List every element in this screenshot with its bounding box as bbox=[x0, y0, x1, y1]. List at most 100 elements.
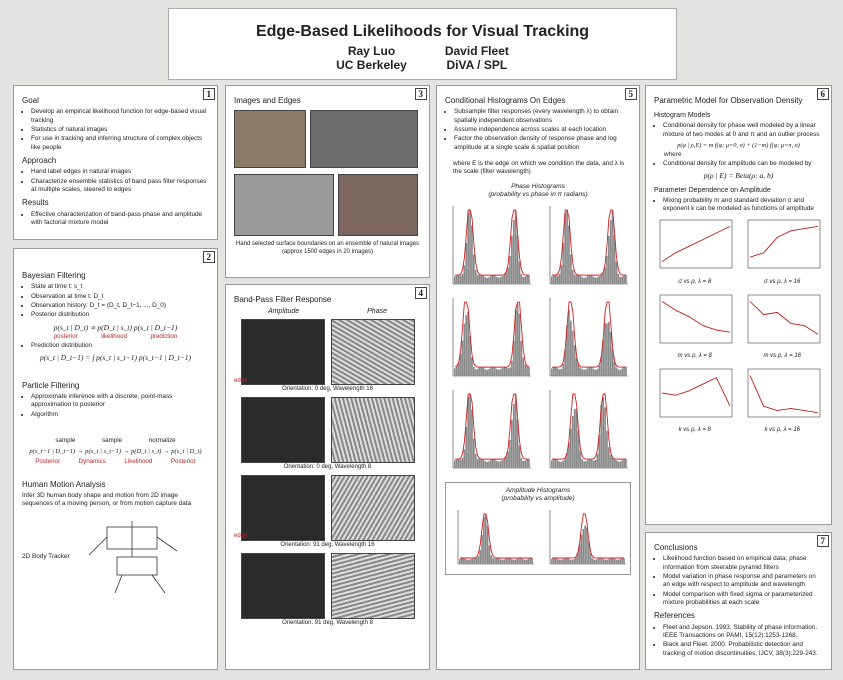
bullets: Subsample filter responses (every wavele… bbox=[445, 108, 631, 152]
image-pair: edge bbox=[234, 475, 421, 541]
affiliation: DiVA / SPL bbox=[445, 58, 509, 72]
histogram-bar bbox=[599, 558, 601, 564]
histogram-bar bbox=[484, 461, 486, 468]
bullet: Hand label edges in natural images bbox=[31, 168, 209, 176]
filter-row: Orientation: 91 deg, Wavelength 8 bbox=[234, 553, 421, 628]
histogram-bar bbox=[471, 409, 473, 468]
image-row bbox=[234, 110, 421, 168]
panel-title: Band-Pass Filter Response bbox=[234, 295, 421, 305]
bullets: State at time t: s_tObservation at time … bbox=[22, 283, 209, 319]
histogram-bar bbox=[616, 460, 618, 468]
histogram-bar bbox=[587, 276, 589, 284]
term: Posterior bbox=[35, 458, 60, 466]
histogram-bar bbox=[583, 461, 585, 468]
histogram-bar bbox=[511, 420, 513, 468]
parameter-plot bbox=[742, 293, 822, 349]
diagram-link bbox=[152, 575, 165, 593]
histogram-bar bbox=[618, 560, 620, 564]
histogram-bar bbox=[570, 559, 572, 563]
histogram-bar bbox=[553, 558, 555, 564]
histogram-bar bbox=[475, 369, 477, 376]
histogram-bar bbox=[481, 275, 483, 284]
section-subtitle: (probability vs amplitude) bbox=[450, 495, 626, 504]
histogram-bar bbox=[597, 454, 599, 468]
page: {"header":{"title":"Edge-Based Likelihoo… bbox=[0, 0, 843, 680]
caption: Hand selected surface boundaries on an e… bbox=[234, 241, 421, 257]
section-title: Amplitude Histograms bbox=[450, 487, 626, 496]
heading: Particle Filtering bbox=[22, 381, 209, 391]
histogram-bar bbox=[500, 277, 502, 284]
plot-cell: m vs ρ, λ = 16 bbox=[742, 293, 824, 364]
plot-frame bbox=[660, 295, 732, 343]
histogram-bar bbox=[578, 364, 580, 376]
histogram-bar bbox=[486, 462, 488, 468]
fit-line bbox=[662, 227, 730, 262]
panel: 6 Parametric Model for Observation Densi… bbox=[645, 85, 832, 525]
histogram-bar bbox=[484, 369, 486, 376]
bullet: Factor the observation density of respon… bbox=[454, 135, 631, 152]
histogram-bar bbox=[589, 459, 591, 468]
term: Posterior bbox=[171, 458, 196, 466]
image-row bbox=[234, 174, 421, 236]
heading: Parameter Dependence on Amplitude bbox=[654, 186, 823, 195]
histogram-bar bbox=[498, 462, 500, 468]
histogram-bar bbox=[485, 514, 487, 564]
histogram-bar bbox=[524, 460, 526, 468]
histogram-bar bbox=[555, 275, 557, 284]
histogram-bar bbox=[589, 367, 591, 376]
histogram-bar bbox=[623, 459, 625, 468]
histogram-bar bbox=[618, 369, 620, 376]
histogram-bar bbox=[479, 550, 481, 564]
histogram-bar bbox=[509, 256, 511, 284]
fit-line bbox=[750, 301, 818, 334]
histogram-bar bbox=[515, 560, 517, 564]
histogram bbox=[542, 296, 630, 382]
panel: 2 Bayesian Filtering State at time t: s_… bbox=[13, 248, 218, 670]
histogram-bar bbox=[570, 428, 572, 467]
histogram-bar bbox=[553, 275, 555, 284]
histogram-bar bbox=[581, 534, 583, 563]
histogram-bar bbox=[526, 275, 528, 284]
histogram-bar bbox=[465, 559, 467, 564]
histogram-bar bbox=[562, 559, 564, 564]
histogram-bar bbox=[574, 345, 576, 375]
bullets: Hand label edges in natural images Charac… bbox=[22, 168, 209, 194]
histogram-bar bbox=[558, 560, 560, 564]
histogram-bar bbox=[593, 277, 595, 284]
histogram-bar bbox=[581, 369, 583, 376]
histogram bbox=[445, 296, 533, 382]
author-name: Ray Luo bbox=[336, 44, 407, 58]
histogram-bar bbox=[574, 409, 576, 468]
histogram-bar bbox=[486, 278, 488, 284]
plot-cell: σ vs ρ, λ = 16 bbox=[742, 218, 824, 289]
histogram-bar bbox=[490, 368, 492, 376]
histogram-bar bbox=[511, 360, 513, 375]
histogram-bar bbox=[487, 526, 489, 564]
histogram-bar bbox=[616, 560, 618, 564]
histogram-bar bbox=[561, 369, 563, 376]
histogram-bar bbox=[557, 368, 559, 376]
histogram-bar bbox=[602, 397, 604, 468]
histogram-bar bbox=[496, 558, 498, 564]
bullet: Characterize ensemble statistics of band… bbox=[31, 178, 209, 195]
histogram-bar bbox=[527, 559, 529, 564]
histogram-bar bbox=[531, 558, 533, 564]
histogram-bar bbox=[595, 460, 597, 468]
poster: Edge-Based Likelihoods for Visual Tracki… bbox=[0, 0, 843, 680]
histogram-bar bbox=[472, 558, 474, 564]
histogram-bar bbox=[481, 367, 483, 376]
histogram-bar bbox=[605, 560, 607, 564]
heading: References bbox=[654, 611, 823, 621]
histogram-bar bbox=[465, 427, 467, 468]
bullet: State at time t: s_t bbox=[31, 283, 209, 291]
histogram-bar bbox=[581, 459, 583, 468]
parameter-plot bbox=[742, 218, 822, 274]
histogram-bar bbox=[526, 459, 528, 468]
histogram-bar bbox=[580, 276, 582, 284]
heading: Human Motion Analysis bbox=[22, 480, 209, 490]
histogram-bar bbox=[526, 560, 528, 564]
amplitude-box: Amplitude Histograms (probability vs amp… bbox=[445, 482, 631, 575]
histogram-bar bbox=[593, 369, 595, 376]
